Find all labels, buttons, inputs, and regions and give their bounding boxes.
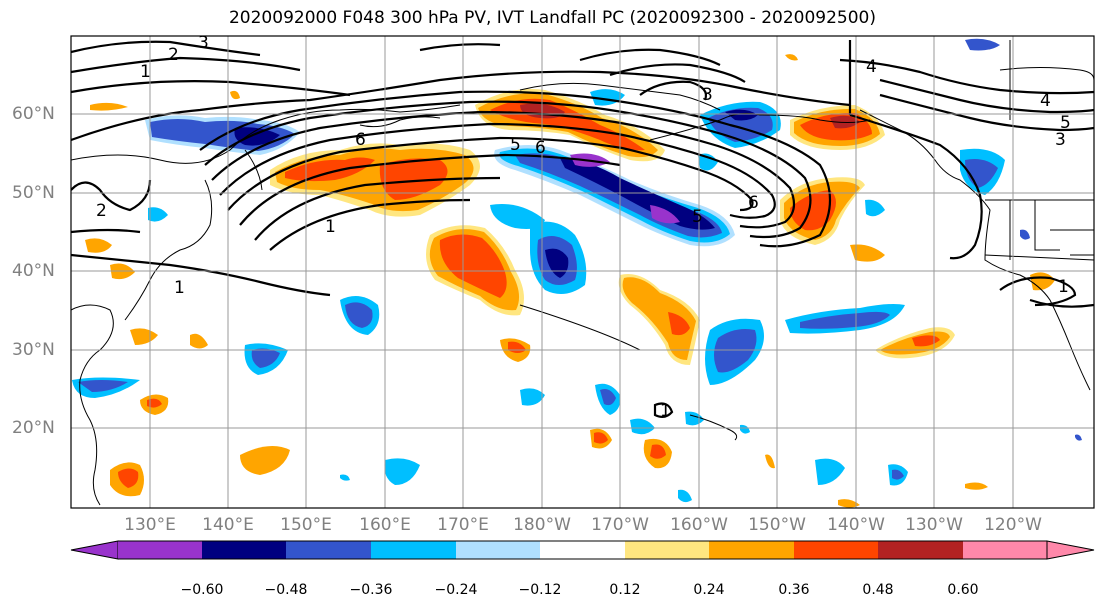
contour-label: 3 <box>1055 130 1066 150</box>
contour-label: 1 <box>660 401 671 421</box>
colorbar-bin <box>456 541 540 559</box>
colorbar-bin <box>540 541 625 559</box>
colorbar-bin <box>963 541 1047 559</box>
colorbar-tick-label: 0.12 <box>609 582 641 598</box>
lon-label: 160°W <box>670 515 728 535</box>
contour-label: 5 <box>1060 113 1071 133</box>
lon-label: 170°E <box>437 515 489 535</box>
contour-label: 3 <box>702 85 713 105</box>
contour-label: 3 <box>198 33 209 53</box>
map-title: 2020092000 F048 300 hPa PV, IVT Landfall… <box>228 8 876 28</box>
contour-label: 5 <box>692 207 703 227</box>
colorbar-tick-label: 0.48 <box>862 582 894 598</box>
colorbar-bin <box>118 541 202 559</box>
colorbar-tick-label: −0.60 <box>180 582 224 598</box>
colorbar-tick-label: −0.24 <box>434 582 478 598</box>
contour-label: 1 <box>174 278 185 298</box>
contour-label: 1 <box>140 62 151 82</box>
contour-label: 2 <box>168 45 179 65</box>
lon-label: 180°W <box>513 515 571 535</box>
lon-label: 140°W <box>827 515 885 535</box>
lat-label: 30°N <box>12 340 55 360</box>
colorbar-bin <box>625 541 709 559</box>
colorbar-bin <box>878 541 963 559</box>
contour-label: 1 <box>1058 277 1069 297</box>
lon-label: 140°E <box>202 515 254 535</box>
contour-label: 6 <box>355 130 366 150</box>
contour-label: 4 <box>1040 91 1051 111</box>
colorbar-max-arrow <box>1046 540 1095 560</box>
colorbar-tick-label: 0.60 <box>947 582 979 598</box>
colorbar-tick-label: 0.24 <box>693 582 725 598</box>
contour-labels: 1 2 3 1 2 1 1 3 4 4 5 5 3 6 6 6 5 1 <box>96 33 1071 421</box>
lon-label: 120°W <box>984 515 1042 535</box>
lon-label: 130°W <box>905 515 963 535</box>
colorbar-tick-label: −0.48 <box>264 582 308 598</box>
contour-label: 6 <box>748 193 759 213</box>
lon-label: 170°W <box>591 515 649 535</box>
contour-label: 1 <box>325 217 336 237</box>
colorbar-bin <box>286 541 371 559</box>
colorbar-tick-label: −0.12 <box>518 582 562 598</box>
lat-label: 60°N <box>12 104 55 124</box>
lon-label: 150°E <box>280 515 332 535</box>
lat-label: 40°N <box>12 261 55 281</box>
contour-label: 2 <box>96 201 107 221</box>
map-frame <box>70 35 1095 509</box>
lon-label: 130°E <box>124 515 176 535</box>
contour-label: 5 <box>510 135 521 155</box>
positive-anomalies <box>85 54 1055 508</box>
graticule <box>71 36 1094 508</box>
contour-label: 6 <box>535 138 546 158</box>
lon-label: 160°E <box>359 515 411 535</box>
colorbar-tick-label: −0.36 <box>349 582 393 598</box>
colorbar-tick-label: 0.36 <box>778 582 810 598</box>
colorbar-bin <box>794 541 878 559</box>
lat-label: 20°N <box>12 418 55 438</box>
lat-label: 50°N <box>12 183 55 203</box>
colorbar-bin <box>709 541 794 559</box>
pv-contours <box>71 40 1094 419</box>
contour-label: 4 <box>866 57 877 77</box>
colorbar <box>70 540 1095 560</box>
colorbar-bin <box>371 541 456 559</box>
lon-label: 150°W <box>748 515 806 535</box>
colorbar-min-arrow <box>70 540 119 560</box>
colorbar-bin <box>202 541 286 559</box>
